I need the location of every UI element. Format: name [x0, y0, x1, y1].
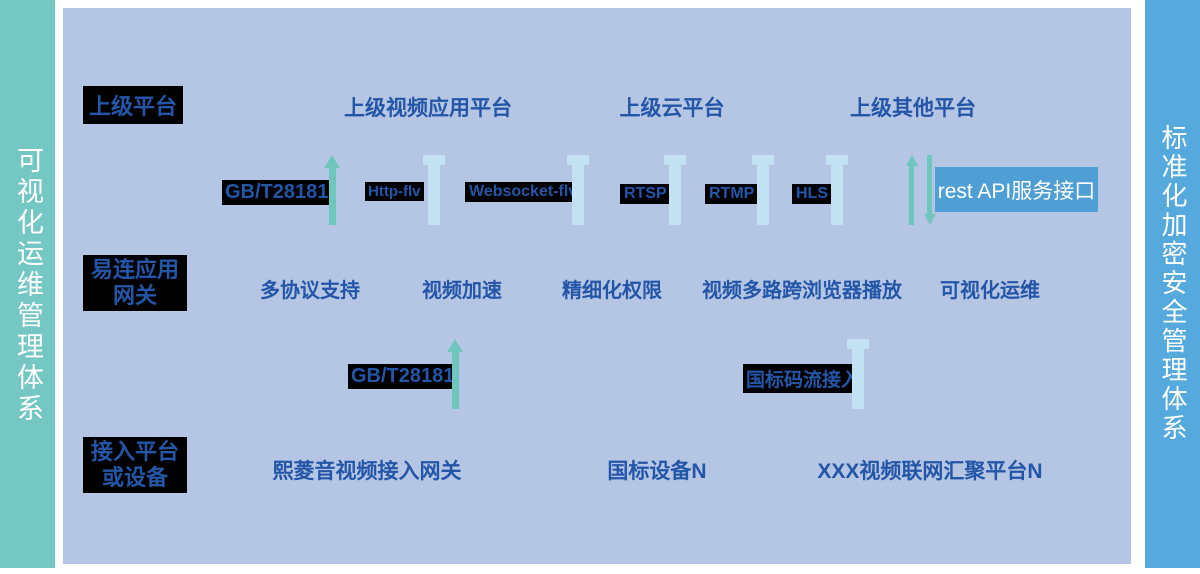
down-connector-icon [567, 155, 589, 225]
gateway-label-line2: 网关 [113, 283, 158, 308]
gateway-row-label: 易连应用 网关 [83, 255, 188, 311]
websocket-flv-chip: Websocket-flv [465, 182, 582, 202]
down-connector-icon [752, 155, 774, 225]
top-row-label: 上级平台 [83, 86, 184, 124]
diagram-panel: 上级平台 上级视频应用平台 上级云平台 上级其他平台 GB/T28181 Htt… [63, 8, 1131, 564]
left-banner-text: 可视化运维管理体系 [13, 146, 43, 425]
rtmp-chip: RTMP [705, 184, 759, 204]
access-label-line2: 或设备 [102, 465, 169, 490]
up-arrow-icon [447, 339, 463, 409]
feature-video-acceleration: 视频加速 [422, 280, 502, 302]
superior-other-platform: 上级其他平台 [850, 97, 976, 120]
left-banner: 可视化运维管理体系 [0, 0, 55, 568]
gateway-label-line1: 易连应用 [91, 257, 180, 282]
device-xiling-gateway: 熙菱音视频接入网关 [272, 460, 462, 483]
feature-fine-grained-permission: 精细化权限 [562, 280, 662, 302]
down-connector-icon [423, 155, 445, 225]
down-connector-icon [826, 155, 848, 225]
gbt28181-bottom-chip: GB/T28181 [348, 364, 458, 389]
superior-video-platform: 上级视频应用平台 [344, 97, 512, 120]
feature-visual-ops: 可视化运维 [940, 280, 1040, 302]
access-row-label: 接入平台 或设备 [83, 437, 188, 493]
feature-multi-channel-playback: 视频多路跨浏览器播放 [702, 280, 902, 302]
bidirectional-arrows-icon [905, 155, 936, 225]
http-flv-chip: Http-flv [365, 182, 424, 201]
hls-chip: HLS [792, 184, 832, 204]
access-label-line1: 接入平台 [91, 439, 180, 464]
device-national-standard-n: 国标设备N [607, 460, 707, 483]
gbt28181-top-chip: GB/T28181 [222, 180, 332, 205]
right-banner-text: 标准化加密安全管理体系 [1158, 124, 1188, 443]
device-xxx-aggregation-platform: XXX视频联网汇聚平台N [817, 460, 1043, 483]
rtsp-chip: RTSP [620, 184, 671, 204]
national-stream-access-chip: 国标码流接入 [743, 364, 864, 393]
feature-multi-protocol: 多协议支持 [260, 280, 360, 302]
down-connector-icon [847, 339, 869, 409]
down-connector-icon [664, 155, 686, 225]
rest-api-service-box: rest API服务接口 [935, 167, 1098, 212]
superior-cloud-platform: 上级云平台 [619, 97, 725, 120]
right-banner: 标准化加密安全管理体系 [1145, 0, 1200, 568]
up-arrow-icon [324, 155, 340, 225]
